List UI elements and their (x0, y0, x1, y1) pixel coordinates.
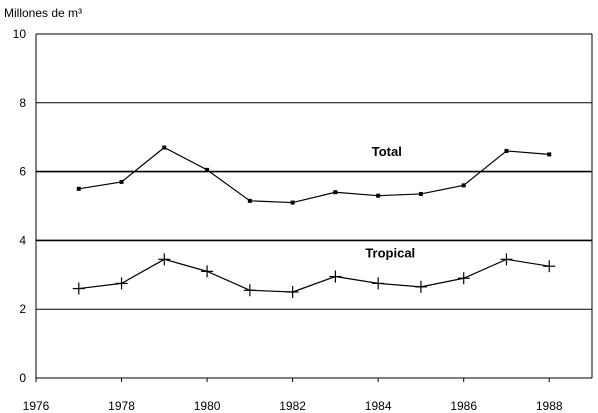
data-point-tropical (72, 282, 85, 295)
tick-labels: 0 2 4 6 8 10 1976 1978 1980 1982 1984 1986 1988 (13, 27, 563, 413)
data-point-total (205, 167, 210, 172)
y-tick-label: 2 (19, 302, 26, 316)
data-point-total (247, 198, 252, 203)
data-point-total (547, 152, 552, 157)
data-point-total (461, 183, 466, 188)
x-tick-label: 1984 (365, 399, 392, 413)
data-point-total (333, 190, 338, 195)
data-point-total (504, 148, 509, 153)
x-tick-label: 1986 (450, 399, 477, 413)
x-tick-label: 1982 (279, 399, 306, 413)
series-line-total (78, 146, 550, 204)
y-tick-label: 4 (19, 233, 26, 247)
data-point-tropical (158, 253, 171, 266)
x-tick-label: 1978 (108, 399, 135, 413)
series-label-tropical: Tropical (365, 246, 415, 261)
data-point-total (290, 200, 295, 205)
data-point-total (162, 145, 167, 150)
x-tick-label: 1976 (23, 399, 50, 413)
series-group (72, 145, 556, 298)
data-point-total (76, 186, 81, 191)
series-line-tropical (78, 258, 550, 293)
axes (35, 34, 593, 382)
series-labels: Total Tropical (365, 144, 415, 260)
data-point-tropical (115, 277, 128, 290)
series-label-total: Total (372, 144, 402, 159)
data-point-total (418, 191, 423, 196)
data-point-tropical (329, 270, 342, 283)
y-tick-label: 6 (19, 165, 26, 179)
data-point-tropical (243, 284, 256, 297)
data-point-tropical (286, 286, 299, 298)
x-tick-label: 1988 (536, 399, 563, 413)
y-tick-label: 8 (19, 96, 26, 110)
y-tick-label: 10 (13, 27, 27, 41)
y-tick-label: 0 (19, 371, 26, 385)
data-point-total (119, 179, 124, 184)
data-point-tropical (500, 253, 513, 266)
data-point-tropical (201, 265, 214, 278)
data-point-tropical (372, 277, 385, 290)
x-tick-label: 1980 (194, 399, 221, 413)
data-point-total (376, 193, 381, 198)
data-point-tropical (414, 280, 427, 293)
data-point-tropical (543, 260, 556, 273)
y-axis-unit-label: Millones de m³ (4, 6, 82, 20)
data-point-tropical (457, 272, 470, 285)
gridlines (36, 33, 592, 310)
